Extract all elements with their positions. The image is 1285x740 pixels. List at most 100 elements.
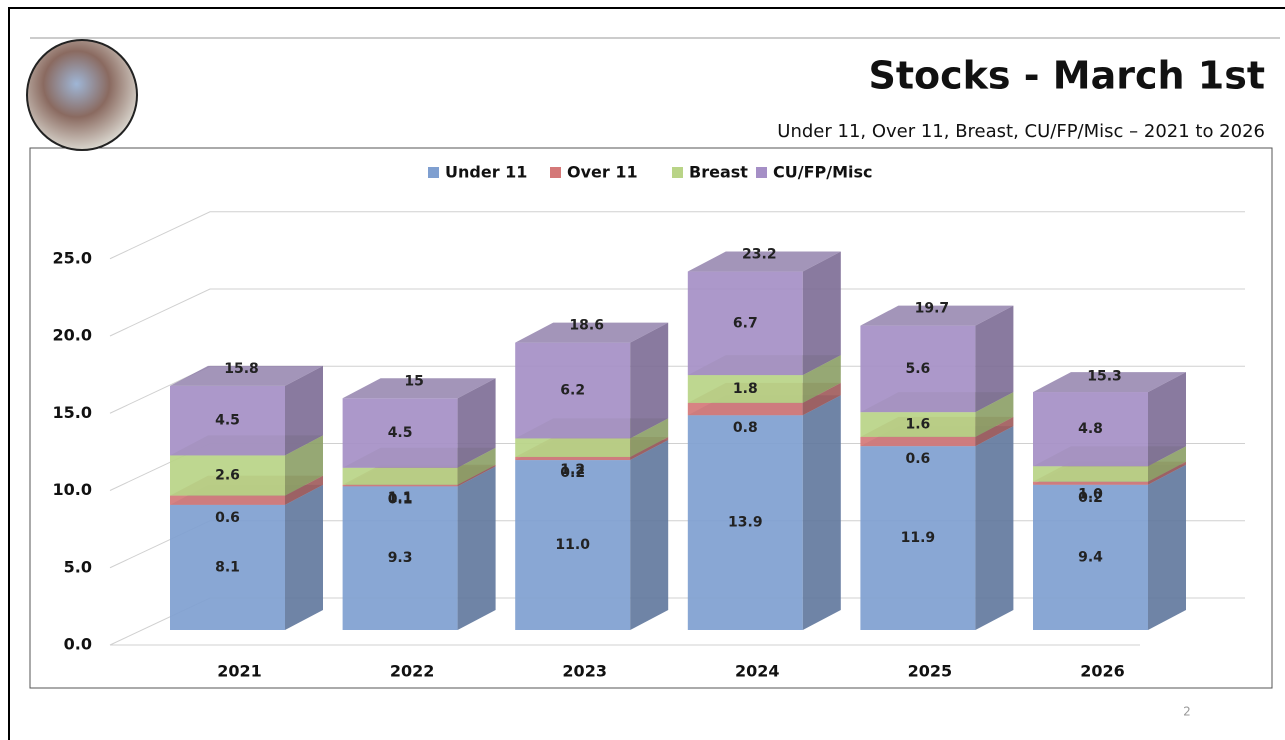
data-label: 0.1: [388, 491, 413, 507]
data-label: 6.2: [560, 383, 585, 399]
bar-side: [630, 440, 669, 630]
bar-side: [630, 322, 669, 439]
bar-side: [975, 416, 1014, 447]
data-label: 0.2: [560, 465, 585, 481]
legend-label: Breast: [689, 163, 748, 182]
chart-title: Stocks - March 1st: [868, 54, 1265, 98]
data-label: 9.4: [1078, 549, 1103, 565]
bar-side: [285, 484, 323, 630]
legend-swatch: [550, 167, 561, 178]
total-label: 15: [404, 373, 423, 389]
bar-side: [285, 475, 323, 505]
y-tick-label: 20.0: [53, 326, 92, 345]
x-tick-label: 2023: [562, 662, 607, 681]
grid-line: [109, 288, 1245, 337]
grid-line: [109, 211, 1245, 260]
page-number: 2: [1183, 705, 1191, 719]
bar-segment: [342, 484, 458, 487]
bar-segment: [515, 456, 631, 461]
bar-side: [1148, 461, 1186, 485]
data-label: 1.1: [388, 490, 413, 506]
bar-top: [860, 305, 1014, 326]
bar-segment: [1033, 481, 1148, 485]
bar-top: [515, 322, 669, 343]
data-label: 9.3: [388, 550, 413, 566]
bar-segment: [170, 455, 285, 496]
data-label: 0.6: [215, 510, 240, 526]
x-tick-label: 2022: [390, 662, 435, 681]
total-label: 15.8: [224, 361, 259, 377]
data-label: 8.1: [215, 559, 240, 575]
data-label: 0.2: [1078, 490, 1103, 506]
bar-side: [975, 305, 1014, 413]
data-label: 2.6: [215, 468, 240, 484]
y-tick-label: 5.0: [64, 557, 92, 576]
bar-side: [975, 392, 1014, 437]
data-label: 11.0: [555, 537, 590, 553]
bar-top: [342, 378, 496, 399]
data-label: 4.5: [215, 413, 240, 429]
data-label: 1.0: [1078, 487, 1103, 503]
bar-segment: [515, 342, 631, 439]
data-label: 0.6: [905, 451, 930, 467]
bar-side: [802, 382, 841, 416]
chart-frame: [29, 147, 1273, 689]
legend-label: Under 11: [445, 163, 527, 182]
data-label: 4.8: [1078, 421, 1103, 437]
legend-swatch: [428, 167, 439, 178]
bar-segment: [170, 504, 285, 630]
x-tick-label: 2026: [1080, 662, 1125, 681]
x-tick-label: 2024: [735, 662, 780, 681]
y-tick-label: 25.0: [53, 248, 92, 267]
bar-segment: [1033, 392, 1148, 467]
bar-segment: [170, 495, 285, 505]
bar-segment: [687, 415, 803, 630]
bar-segment: [342, 398, 458, 468]
total-label: 19.7: [915, 301, 950, 317]
bar-top: [1033, 372, 1186, 393]
bar-side: [1148, 464, 1186, 630]
total-label: 23.2: [742, 247, 777, 263]
bar-side: [802, 355, 841, 403]
bar-side: [802, 251, 841, 376]
legend-label: Over 11: [567, 163, 638, 182]
data-label: 13.9: [728, 515, 763, 531]
chart-subtitle: Under 11, Over 11, Breast, CU/FP/Misc – …: [777, 121, 1265, 142]
bar-segment: [170, 385, 285, 456]
data-label: 5.6: [905, 361, 930, 377]
data-label: 1.2: [560, 462, 585, 478]
bar-side: [285, 435, 323, 496]
legend-swatch: [672, 167, 683, 178]
logo: [26, 39, 138, 151]
bar-segment: [860, 436, 976, 447]
bar-segment: [860, 446, 976, 630]
bar-segment: [515, 438, 631, 457]
bar-segment: [687, 402, 803, 416]
total-label: 18.6: [569, 318, 604, 334]
x-tick-label: 2025: [908, 662, 953, 681]
y-tick-label: 10.0: [53, 480, 92, 499]
bar-segment: [342, 467, 458, 485]
bar-side: [285, 365, 323, 456]
data-label: 1.8: [733, 381, 758, 397]
bar-segment: [1033, 466, 1148, 482]
total-label: 15.3: [1087, 369, 1122, 385]
bar-segment: [687, 375, 803, 403]
data-label: 6.7: [733, 315, 758, 331]
y-tick-label: 15.0: [53, 403, 92, 422]
data-label: 4.5: [388, 425, 413, 441]
data-label: 0.8: [733, 420, 758, 436]
bar-segment: [1033, 484, 1148, 630]
bar-side: [802, 395, 841, 630]
legend-swatch: [756, 167, 767, 178]
bar-side: [1148, 372, 1186, 467]
bar-side: [457, 466, 496, 630]
bar-side: [630, 436, 669, 461]
legend-label: CU/FP/Misc: [773, 163, 873, 182]
data-label: 1.6: [905, 417, 930, 433]
bar-segment: [860, 325, 976, 413]
x-tick-label: 2021: [217, 662, 262, 681]
data-label: 11.9: [901, 530, 936, 546]
bar-side: [975, 426, 1014, 630]
bar-top: [687, 251, 841, 272]
